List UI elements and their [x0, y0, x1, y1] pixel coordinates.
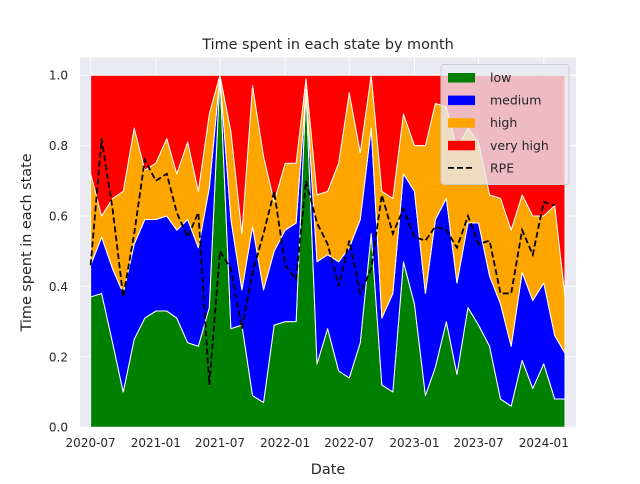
x-tick-label: 2021-07: [195, 436, 245, 450]
x-tick-label: 2021-01: [131, 436, 181, 450]
legend-swatch: [448, 118, 475, 128]
x-tick-label: 2023-07: [454, 436, 504, 450]
line-rpe: [89, 138, 556, 386]
x-tick-label: 2024-01: [519, 436, 569, 450]
axes: 2020-07 2021-01 2021-07 2022-01 2022-07 2023-…: [49, 69, 569, 451]
x-axis-label: Date: [311, 462, 346, 478]
y-tick-label: 0.8: [49, 139, 68, 153]
legend-swatch: [448, 95, 475, 106]
y-axis-label: Time spent in each state: [19, 153, 35, 332]
legend-label: medium: [490, 93, 541, 108]
legend-label: RPE: [490, 160, 514, 175]
legend-label: low: [490, 70, 511, 85]
x-tick-label: 2020-07: [66, 436, 116, 450]
y-tick-label: 0.6: [49, 210, 68, 224]
x-tick-label: 2022-07: [324, 436, 374, 450]
y-tick-label: 0.2: [49, 350, 68, 364]
x-tick-label: 2023-01: [389, 436, 439, 450]
y-tick-label: 1.0: [49, 69, 68, 83]
legend-swatch: [448, 140, 475, 151]
legend-label: very high: [490, 138, 549, 153]
y-tick-label: 0.4: [49, 280, 68, 294]
y-tick-label: 0.0: [49, 421, 68, 435]
legend-swatch: [448, 73, 475, 83]
legend-box: [440, 64, 570, 185]
chart-title: Time spent in each state by month: [201, 37, 454, 53]
legend-label: high: [490, 115, 517, 130]
x-tick-label: 2022-01: [260, 436, 310, 450]
line-series: [89, 138, 556, 386]
legend: low medium high very high RPE: [440, 64, 570, 185]
area-very-high: [90, 74, 566, 298]
